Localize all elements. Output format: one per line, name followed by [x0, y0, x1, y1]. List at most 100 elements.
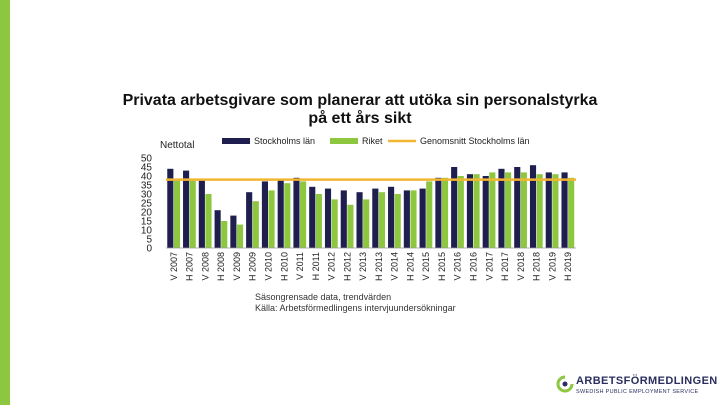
legend-swatch — [222, 138, 250, 144]
bar-riket — [347, 204, 354, 248]
x-tick-label: H 2012 — [342, 252, 352, 281]
y-tick-label: 0 — [146, 244, 152, 255]
x-tick-label: H 2016 — [469, 252, 479, 281]
y-tick-label: 45 — [141, 163, 153, 174]
bar-stockholm — [198, 179, 205, 248]
bar-stockholm — [435, 177, 442, 248]
bar-riket — [268, 190, 275, 248]
bar-stockholm — [466, 174, 473, 248]
y-tick-label: 5 — [146, 235, 152, 246]
arbetsformedlingen-logo-icon — [556, 375, 574, 393]
x-tick-label: V 2016 — [453, 252, 463, 281]
x-tick-label: H 2009 — [248, 252, 258, 281]
bar-riket — [173, 179, 181, 248]
bar-stockholm — [167, 168, 174, 248]
x-tick-label: H 2017 — [500, 252, 510, 281]
bar-stockholm — [183, 170, 190, 248]
bar-riket — [363, 199, 370, 248]
bar-riket — [300, 181, 307, 248]
x-tick-label: H 2015 — [437, 252, 447, 281]
bar-stockholm — [451, 167, 458, 248]
legend-label: Riket — [362, 136, 383, 146]
chart-caption: Säsongrensade data, trendvärden Källa: A… — [255, 292, 456, 314]
caption-line-2: Källa: Arbetsförmedlingens intervjuunder… — [255, 303, 456, 313]
bar-riket — [221, 221, 228, 248]
x-tick-label: V 2009 — [232, 252, 242, 281]
bar-riket — [568, 177, 575, 248]
bar-stockholm — [277, 179, 284, 248]
bar-riket — [315, 194, 322, 248]
bar-riket — [505, 172, 512, 248]
accent-bar — [0, 0, 10, 405]
bar-stockholm — [246, 192, 253, 248]
x-tick-label: V 2017 — [484, 252, 494, 281]
bar-riket — [552, 174, 559, 248]
x-tick-label: V 2015 — [421, 252, 431, 281]
y-tick-label: 30 — [141, 190, 153, 201]
brand-name: ARBETSFÖRMEDLINGEN — [576, 375, 718, 387]
bar-riket — [536, 174, 543, 248]
y-tick-label: 25 — [141, 199, 153, 210]
x-tick-label: H 2008 — [216, 252, 226, 281]
bar-riket — [331, 199, 338, 248]
x-tick-label: V 2007 — [169, 252, 179, 281]
bar-riket — [489, 172, 496, 248]
bar-riket — [426, 181, 433, 248]
bar-riket — [252, 201, 259, 248]
bar-riket — [394, 194, 401, 248]
x-tick-label: H 2010 — [279, 252, 289, 281]
y-axis-label: Nettotal — [160, 140, 194, 151]
bar-stockholm — [214, 210, 221, 248]
bar-riket — [520, 172, 527, 248]
bar-stockholm — [514, 167, 521, 248]
bar-riket — [205, 194, 212, 248]
y-tick-label: 40 — [141, 172, 153, 183]
bar-stockholm — [356, 192, 363, 248]
x-tick-label: H 2014 — [405, 252, 415, 281]
chart-title: Privata arbetsgivare som planerar att ut… — [122, 92, 598, 127]
bar-riket — [284, 183, 291, 248]
bar-stockholm — [293, 177, 300, 248]
bar-stockholm — [261, 181, 268, 248]
x-tick-label: V 2012 — [327, 252, 337, 281]
chart: Nettotal 50 45 40 35 30 25 20 15 10 5 0 Stockholms l… — [130, 130, 580, 295]
y-tick-label: 35 — [141, 181, 153, 192]
bar-stockholm — [529, 165, 537, 248]
bar-stockholm — [388, 186, 395, 248]
bar-riket — [457, 176, 464, 248]
legend-label: Stockholms län — [254, 136, 315, 146]
bar-riket — [473, 174, 480, 248]
bar-stockholm — [561, 172, 568, 248]
y-tick-label: 10 — [141, 226, 153, 237]
x-tick-label: V 2008 — [200, 252, 210, 281]
bar-stockholm — [230, 215, 237, 248]
y-tick-label: 20 — [141, 208, 153, 219]
y-tick-label: 15 — [141, 217, 153, 228]
y-tick-label: 50 — [141, 154, 153, 165]
x-tick-label: V 2011 — [295, 252, 305, 280]
x-tick-label: V 2010 — [264, 252, 274, 281]
x-tick-label: H 2011 — [311, 252, 321, 280]
x-tick-label: H 2007 — [185, 252, 195, 281]
bar-stockholm — [545, 172, 552, 248]
bar-riket — [236, 224, 244, 248]
bar-riket — [410, 190, 417, 248]
legend-label: Genomsnitt Stockholms län — [420, 136, 530, 146]
brand-tagline: SWEDISH PUBLIC EMPLOYMENT SERVICE — [576, 389, 699, 395]
bar-riket — [189, 179, 196, 248]
bar-stockholm — [498, 168, 505, 248]
legend-swatch — [330, 138, 358, 144]
bar-riket — [378, 192, 386, 248]
x-tick-label: V 2019 — [547, 252, 557, 281]
bar-stockholm — [372, 188, 379, 248]
bar-stockholm — [324, 188, 332, 248]
x-tick-label: H 2019 — [563, 252, 573, 281]
x-tick-label: H 2018 — [532, 252, 542, 281]
bar-stockholm — [419, 188, 426, 248]
caption-line-1: Säsongrensade data, trendvärden — [255, 292, 392, 302]
bar-riket — [441, 177, 449, 248]
bar-stockholm — [482, 176, 489, 248]
x-tick-label: V 2013 — [358, 252, 368, 281]
bar-stockholm — [403, 190, 410, 248]
